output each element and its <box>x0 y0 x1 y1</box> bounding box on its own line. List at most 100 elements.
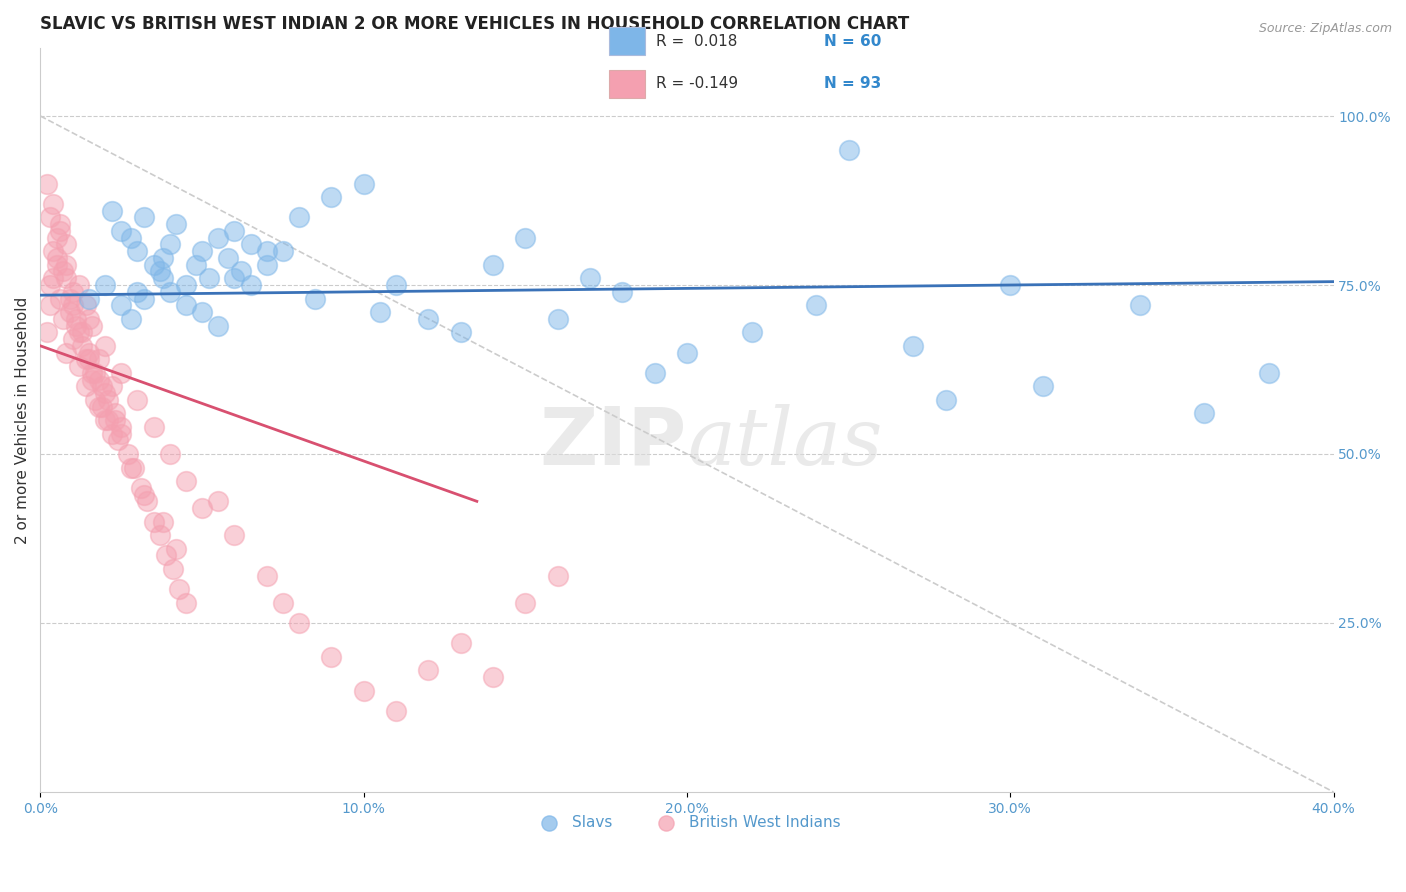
Point <box>482 670 505 684</box>
Point <box>35 326 58 340</box>
Text: R = -0.149: R = -0.149 <box>657 77 738 91</box>
Point <box>90 400 112 414</box>
Y-axis label: 2 or more Vehicles in Household: 2 or more Vehicles in Household <box>15 296 30 544</box>
Point <box>174 278 197 293</box>
Point <box>75 298 97 312</box>
Point <box>62 332 84 346</box>
Point <box>49 224 72 238</box>
Point <box>935 392 957 407</box>
Point <box>84 392 107 407</box>
Point <box>321 649 343 664</box>
Point <box>100 379 122 393</box>
Point <box>142 515 165 529</box>
Point <box>239 278 262 293</box>
Point <box>353 177 375 191</box>
Point <box>644 366 666 380</box>
Point <box>1000 278 1022 293</box>
Point <box>39 211 62 225</box>
Point <box>100 426 122 441</box>
Point <box>368 305 391 319</box>
Point <box>174 474 197 488</box>
Point <box>39 298 62 312</box>
Point <box>110 298 132 312</box>
Point <box>94 413 117 427</box>
Point <box>65 311 87 326</box>
Point <box>806 298 828 312</box>
Point <box>55 271 77 285</box>
Point <box>903 339 925 353</box>
Point <box>110 366 132 380</box>
Point <box>321 190 343 204</box>
Point <box>45 251 67 265</box>
Point <box>84 366 107 380</box>
Text: Source: ZipAtlas.com: Source: ZipAtlas.com <box>1258 22 1392 36</box>
Point <box>515 230 537 244</box>
Point <box>52 311 75 326</box>
Point <box>256 244 278 259</box>
Point <box>107 434 129 448</box>
Bar <box>609 70 645 98</box>
Point <box>184 258 207 272</box>
Point <box>191 501 214 516</box>
Point <box>304 292 326 306</box>
Point <box>110 224 132 238</box>
Point <box>256 568 278 582</box>
Bar <box>609 27 645 55</box>
Point <box>136 494 159 508</box>
Point <box>142 420 165 434</box>
Point <box>165 541 187 556</box>
Point <box>42 244 65 259</box>
Point <box>52 264 75 278</box>
Point <box>159 237 181 252</box>
Point <box>838 143 860 157</box>
Point <box>191 305 214 319</box>
Point <box>271 244 294 259</box>
Point <box>1032 379 1054 393</box>
Point <box>55 345 77 359</box>
Point <box>353 683 375 698</box>
Point <box>217 251 239 265</box>
Point <box>224 528 246 542</box>
Point <box>288 615 311 630</box>
Point <box>224 271 246 285</box>
Point <box>65 318 87 333</box>
Text: R =  0.018: R = 0.018 <box>657 34 737 48</box>
Point <box>75 379 97 393</box>
Point <box>120 460 142 475</box>
Point <box>42 271 65 285</box>
Point <box>87 352 110 367</box>
Point <box>67 278 90 293</box>
Point <box>58 292 80 306</box>
Point <box>152 251 174 265</box>
Point <box>87 400 110 414</box>
Point <box>39 278 62 293</box>
Point <box>82 318 104 333</box>
Text: atlas: atlas <box>688 404 883 482</box>
Point <box>165 217 187 231</box>
Point <box>77 292 100 306</box>
Point <box>94 386 117 401</box>
Point <box>155 549 177 563</box>
Point <box>142 258 165 272</box>
Point <box>82 366 104 380</box>
Point <box>104 413 127 427</box>
Text: N = 60: N = 60 <box>824 34 882 48</box>
Point <box>162 562 184 576</box>
Point <box>120 230 142 244</box>
Point <box>579 271 602 285</box>
Point <box>547 568 569 582</box>
Point <box>45 230 67 244</box>
Point <box>127 392 149 407</box>
Point <box>58 305 80 319</box>
Point <box>741 326 763 340</box>
Point <box>207 230 229 244</box>
Point <box>191 244 214 259</box>
Point <box>77 352 100 367</box>
Point <box>271 596 294 610</box>
Point <box>152 515 174 529</box>
Point <box>72 326 94 340</box>
Point <box>90 379 112 393</box>
Point <box>97 392 120 407</box>
Point <box>450 326 472 340</box>
Point <box>132 487 155 501</box>
